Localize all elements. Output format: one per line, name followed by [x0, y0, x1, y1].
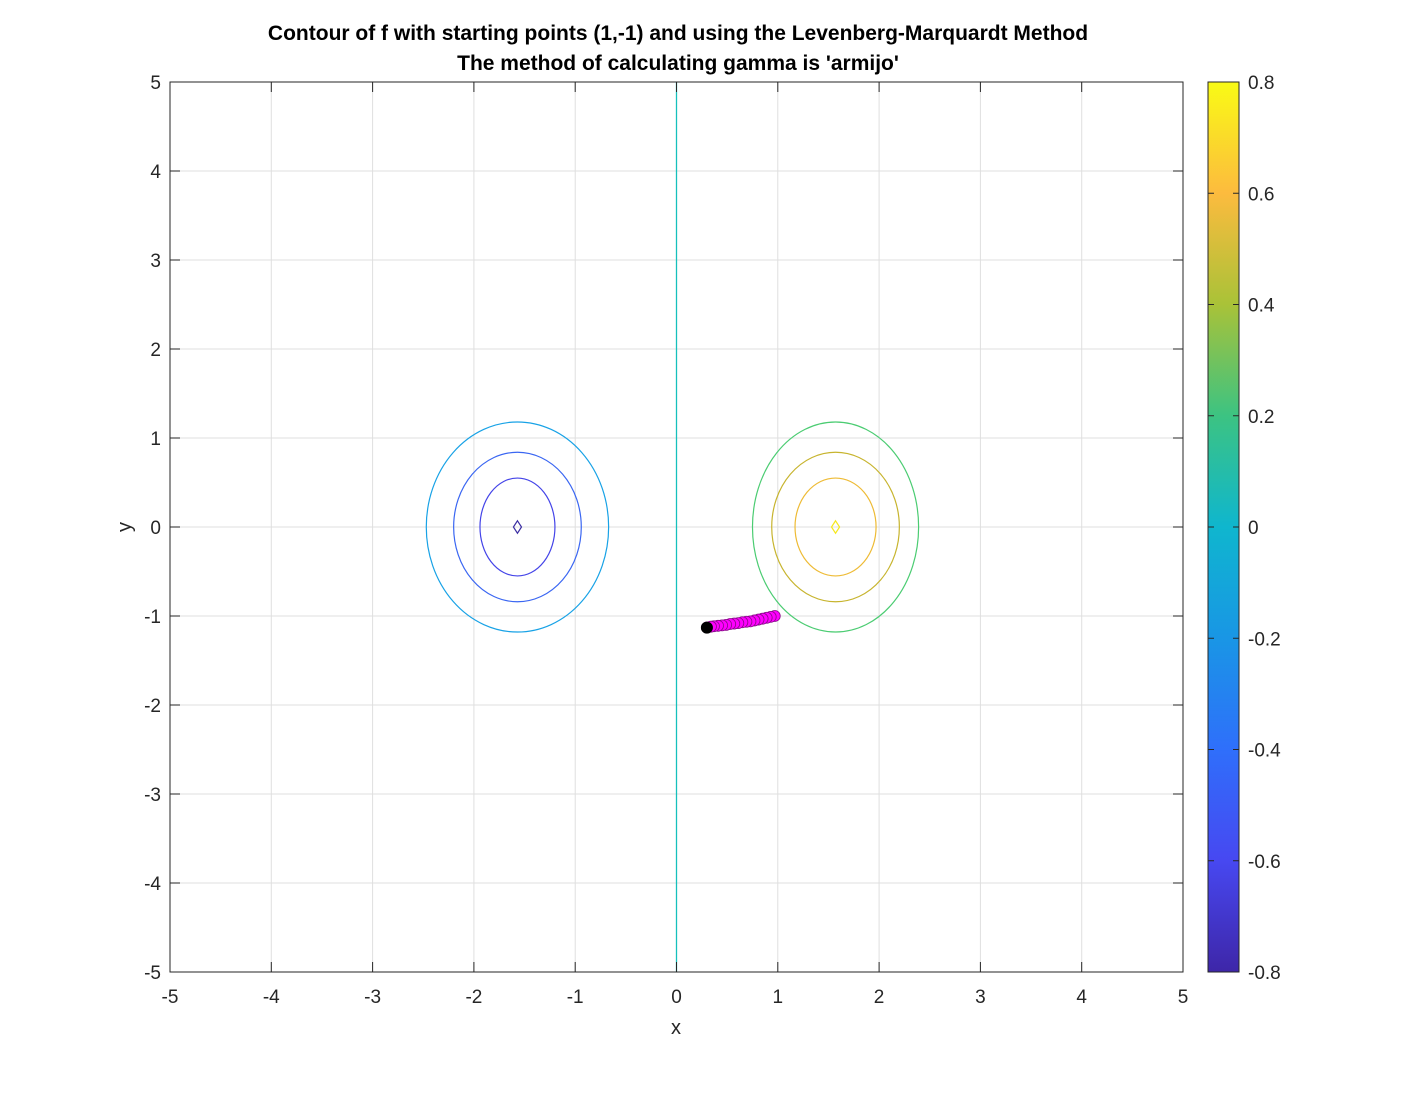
y-tick-label: -4: [144, 874, 161, 895]
y-tick-label: 4: [150, 162, 161, 183]
colorbar-tick-label: -0.4: [1248, 741, 1281, 762]
colorbar-tick-label: 0.8: [1248, 73, 1274, 94]
y-tick-label: -1: [144, 607, 161, 628]
axis-ticks: -5 -4 -3 -2 -1 0 1 2 3 4 5 -5 -4 -3 -2 -1 0 1 2 3 4 5: [144, 73, 1188, 1008]
y-axis-label: y: [114, 522, 136, 532]
x-tick-label: -3: [364, 987, 381, 1008]
contour-line: [751, 421, 920, 633]
optimization-path: [700, 610, 781, 634]
y-tick-label: 0: [150, 518, 161, 539]
x-tick-label: -1: [567, 987, 584, 1008]
chart-title-line-2: The method of calculating gamma is 'armi…: [457, 52, 899, 75]
colorbar-tick-label: 0.2: [1248, 407, 1274, 428]
colorbar-ticks: -0.8 -0.6 -0.4 -0.2 0 0.2 0.4 0.6 0.8: [1208, 73, 1281, 984]
x-tick-label: -4: [263, 987, 280, 1008]
contour-line: [453, 451, 582, 603]
y-tick-label: -3: [144, 785, 161, 806]
x-tick-label: -2: [465, 987, 482, 1008]
x-tick-label: -5: [162, 987, 179, 1008]
y-tick-label: -5: [144, 963, 161, 984]
x-tick-label: 5: [1178, 987, 1189, 1008]
y-tick-label: 5: [150, 73, 161, 94]
x-tick-label: 0: [671, 987, 682, 1008]
x-axis-label: x: [671, 1017, 681, 1039]
contour-line: [771, 451, 900, 603]
x-tick-label: 1: [773, 987, 784, 1008]
colorbar-tick-label: 0.6: [1248, 184, 1274, 205]
y-tick-label: 1: [150, 429, 161, 450]
contour-line: [425, 421, 610, 633]
x-tick-label: 2: [874, 987, 885, 1008]
y-tick-label: 3: [150, 251, 161, 272]
contour-line: [479, 477, 556, 577]
colorbar-tick-label: -0.6: [1248, 852, 1281, 873]
colorbar-tick-label: 0.4: [1248, 296, 1275, 317]
contour-line: [830, 519, 841, 535]
contour-lines: [425, 82, 920, 972]
y-tick-label: 2: [150, 340, 161, 361]
contour-line: [512, 519, 523, 535]
colorbar-tick-label: 0: [1248, 518, 1259, 539]
x-tick-label: 3: [975, 987, 986, 1008]
path-final-point: [700, 621, 713, 634]
y-tick-label: -2: [144, 696, 161, 717]
colorbar-tick-label: -0.2: [1248, 629, 1281, 650]
x-tick-label: 4: [1076, 987, 1087, 1008]
colorbar-tick-label: -0.8: [1248, 963, 1281, 984]
chart-title-line-1: Contour of f with starting points (1,-1)…: [267, 22, 1089, 45]
contour-line: [794, 477, 877, 577]
